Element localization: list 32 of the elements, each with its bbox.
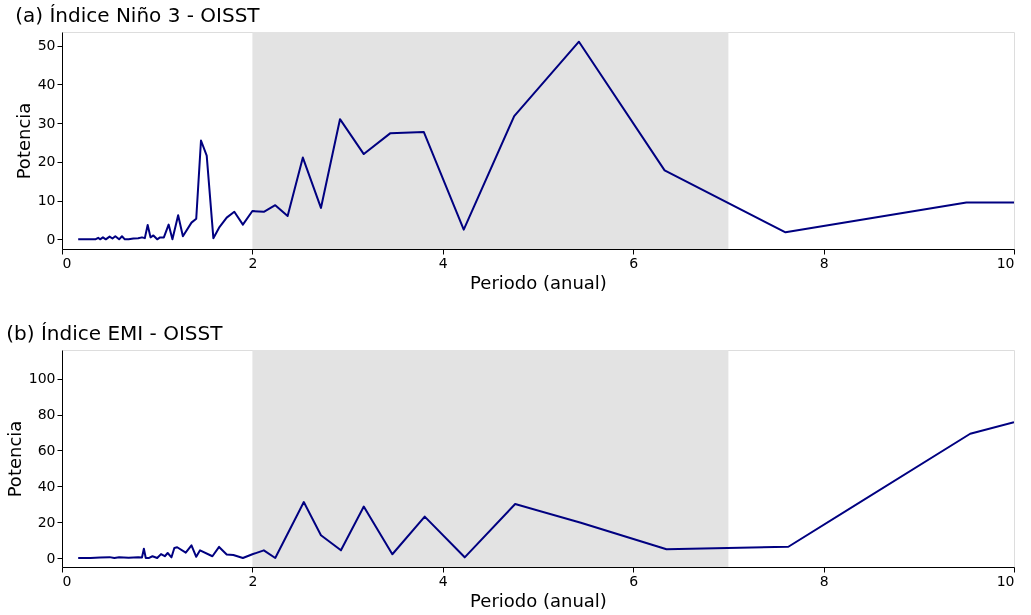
y-tick-label: 30 xyxy=(37,114,56,131)
x-tick-label: 0 xyxy=(62,572,72,589)
y-axis-title: Potencia xyxy=(12,102,34,180)
line-series xyxy=(77,40,1014,241)
x-tick-label: 6 xyxy=(629,254,639,271)
y-tick-label: 20 xyxy=(37,513,56,530)
x-axis-title: Periodo (anual) xyxy=(470,589,607,611)
y-tick-label: 60 xyxy=(37,441,56,458)
chart-title: (a) Índice Niño 3 - OISST xyxy=(15,3,261,27)
x-tick-label: 6 xyxy=(629,572,639,589)
x-tick-label: 4 xyxy=(438,572,448,589)
chart-title: (b) Índice EMI - OISST xyxy=(6,321,224,345)
y-tick-label: 40 xyxy=(37,477,56,494)
y-tick-label: 0 xyxy=(46,549,56,566)
y-tick-label: 100 xyxy=(28,370,56,387)
x-tick-label: 10 xyxy=(996,572,1015,589)
x-tick-label: 8 xyxy=(819,572,829,589)
x-tick-label: 4 xyxy=(438,254,448,271)
y-tick-label: 10 xyxy=(37,192,56,209)
y-tick-label: 80 xyxy=(37,406,56,423)
x-tick-label: 2 xyxy=(248,254,258,271)
y-tick-label: 20 xyxy=(37,153,56,170)
line-series xyxy=(77,421,1014,560)
y-tick-label: 40 xyxy=(37,75,56,92)
x-tick-label: 10 xyxy=(996,254,1015,271)
y-axis-title: Potencia xyxy=(3,420,25,498)
x-tick-label: 0 xyxy=(62,254,72,271)
x-axis-title: Periodo (anual) xyxy=(470,271,607,293)
y-tick-label: 0 xyxy=(46,230,56,247)
x-tick-label: 2 xyxy=(248,572,258,589)
x-tick-label: 8 xyxy=(819,254,829,271)
y-tick-label: 50 xyxy=(37,37,56,54)
